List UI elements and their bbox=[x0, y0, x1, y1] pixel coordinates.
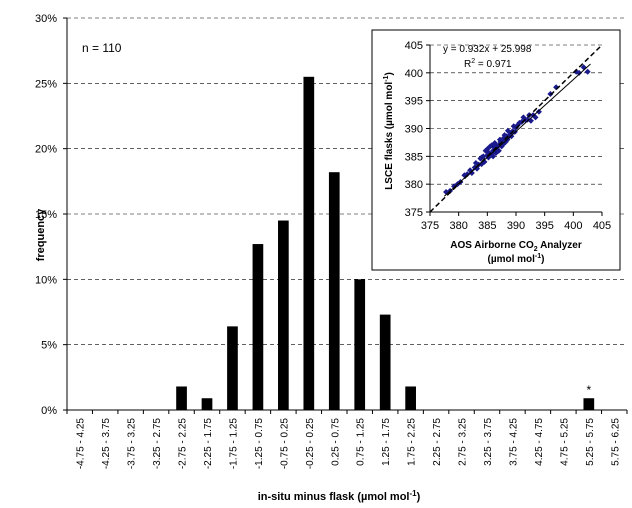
main-x-tick-label: 5.75 - 6.25 bbox=[610, 418, 621, 466]
main-x-tick-label: -3.25 - 2.75 bbox=[152, 418, 163, 470]
inset-x-tick-label: 405 bbox=[593, 220, 611, 232]
inset-y-tick-label: 400 bbox=[405, 68, 423, 80]
main-x-tick-label: -0.25 - 0.25 bbox=[305, 418, 316, 470]
inset-scatter-point bbox=[468, 170, 475, 177]
main-gridlines bbox=[63, 17, 627, 411]
inset-scatter-point bbox=[584, 68, 591, 75]
main-y-tick-label: 15% bbox=[35, 209, 57, 221]
main-x-axis-label: in-situ minus flask (µmol mol-1) bbox=[258, 489, 421, 503]
inset-equation: y = 0.932x + 25.998 bbox=[443, 44, 532, 55]
main-x-tick-label: -4.75 - 4.25 bbox=[76, 418, 87, 470]
inset-scatter-point bbox=[576, 69, 583, 76]
inset-scatter-point bbox=[532, 114, 539, 121]
histogram-bar bbox=[328, 172, 340, 410]
main-x-tick-label: -3.75 - 3.25 bbox=[127, 418, 138, 470]
inset-y-tick-label: 390 bbox=[405, 124, 423, 136]
outlier-marker: * bbox=[586, 383, 591, 397]
histogram-bar bbox=[227, 326, 238, 410]
inset-x-tick-label: 385 bbox=[478, 220, 496, 232]
main-x-tick-label: 3.75 - 4.25 bbox=[508, 418, 519, 466]
main-x-tick-label: -4.25 - 3.75 bbox=[101, 418, 112, 470]
main-y-tick-label: 10% bbox=[35, 274, 57, 286]
inset-x-tick-label: 400 bbox=[564, 220, 582, 232]
inset-regression-line bbox=[443, 63, 591, 197]
histogram-bar bbox=[583, 398, 595, 410]
main-y-tick-label: 20% bbox=[35, 144, 57, 156]
main-x-tick-label: -1.25 - 0.75 bbox=[254, 418, 265, 470]
inset-scatter-point bbox=[495, 147, 502, 154]
main-x-tick-label: 3.25 - 3.75 bbox=[483, 418, 494, 466]
inset-y-tick-labels: 375 380 385 390 395 400 405 bbox=[405, 40, 423, 219]
main-y-axis-label: frequency bbox=[35, 208, 47, 261]
histogram-bar bbox=[176, 386, 187, 410]
inset-x-tick-label: 380 bbox=[449, 220, 467, 232]
main-x-tick-label: 2.25 - 2.75 bbox=[432, 418, 443, 466]
inset-x-tick-labels: 375 380 385 390 395 400 405 bbox=[421, 220, 611, 232]
main-y-tick-labels: 0% 5% 10% 15% 20% 25% 30% bbox=[35, 13, 57, 417]
inset-axes bbox=[429, 45, 602, 213]
inset-scatter-point bbox=[485, 154, 492, 161]
main-y-tick-label: 30% bbox=[35, 13, 57, 25]
histogram-bar bbox=[278, 220, 289, 410]
main-y-tick-label: 0% bbox=[41, 405, 57, 417]
sample-size-annotation: n = 110 bbox=[82, 41, 122, 55]
main-x-tick-label: 1.25 - 1.75 bbox=[381, 418, 392, 466]
inset-scatter-point bbox=[535, 108, 542, 115]
inset-scatter-points bbox=[443, 64, 591, 195]
main-x-tick-label: -0.75 - 0.25 bbox=[279, 418, 290, 470]
histogram-bars bbox=[176, 76, 595, 411]
main-x-tick-label: 1.75 - 2.25 bbox=[407, 418, 418, 466]
inset-scatter-point bbox=[490, 153, 497, 160]
histogram-bar bbox=[303, 76, 315, 411]
inset-x-tick-label: 390 bbox=[507, 220, 525, 232]
main-x-tick-label: -2.25 - 1.75 bbox=[203, 418, 214, 470]
main-x-tick-label: 5.25 - 5.75 bbox=[585, 418, 596, 466]
histogram-bar bbox=[405, 386, 416, 410]
histogram-bar bbox=[252, 244, 264, 410]
main-x-tick-label: 0.75 - 1.25 bbox=[356, 418, 367, 466]
main-y-tick-label: 25% bbox=[35, 78, 57, 90]
inset-y-tick-label: 375 bbox=[405, 207, 423, 219]
inset-scatter-point bbox=[547, 90, 554, 97]
main-x-tick-label: 2.75 - 3.25 bbox=[458, 418, 469, 466]
main-y-tick-label: 5% bbox=[41, 340, 57, 352]
main-x-tick-label: 4.75 - 5.25 bbox=[559, 418, 570, 466]
main-x-tick-labels: -4.75 - 4.25 -4.25 - 3.75 -3.75 - 3.25 -3.2… bbox=[76, 418, 622, 470]
main-x-tick-label: -1.75 - 1.25 bbox=[228, 418, 239, 470]
inset-y-tick-label: 385 bbox=[405, 151, 423, 163]
inset-y-tick-label: 405 bbox=[405, 40, 423, 52]
inset-y-tick-label: 395 bbox=[405, 96, 423, 108]
inset-x-axis-label-units: (µmol mol-1) bbox=[487, 253, 544, 265]
inset-y-tick-label: 380 bbox=[405, 179, 423, 191]
inset-x-tick-label: 395 bbox=[535, 220, 553, 232]
main-x-tick-label: 0.25 - 0.75 bbox=[330, 418, 341, 466]
inset-y-axis-label: LSCE flasks (µmol mol-1) bbox=[383, 72, 395, 190]
histogram-bar bbox=[354, 279, 366, 410]
histogram-bar bbox=[201, 398, 213, 410]
main-axes bbox=[66, 18, 628, 414]
main-x-tick-label: 4.25 - 4.75 bbox=[534, 418, 545, 466]
main-x-tick-label: -2.75 - 2.25 bbox=[178, 418, 189, 470]
inset-r-squared: R2 = 0.971 bbox=[464, 58, 512, 70]
histogram-bar bbox=[379, 314, 391, 410]
inset-x-tick-label: 375 bbox=[421, 220, 439, 232]
inset-scatter-point bbox=[464, 171, 471, 178]
inset-x-axis-label: AOS Airborne CO2 Analyzer bbox=[450, 240, 582, 253]
